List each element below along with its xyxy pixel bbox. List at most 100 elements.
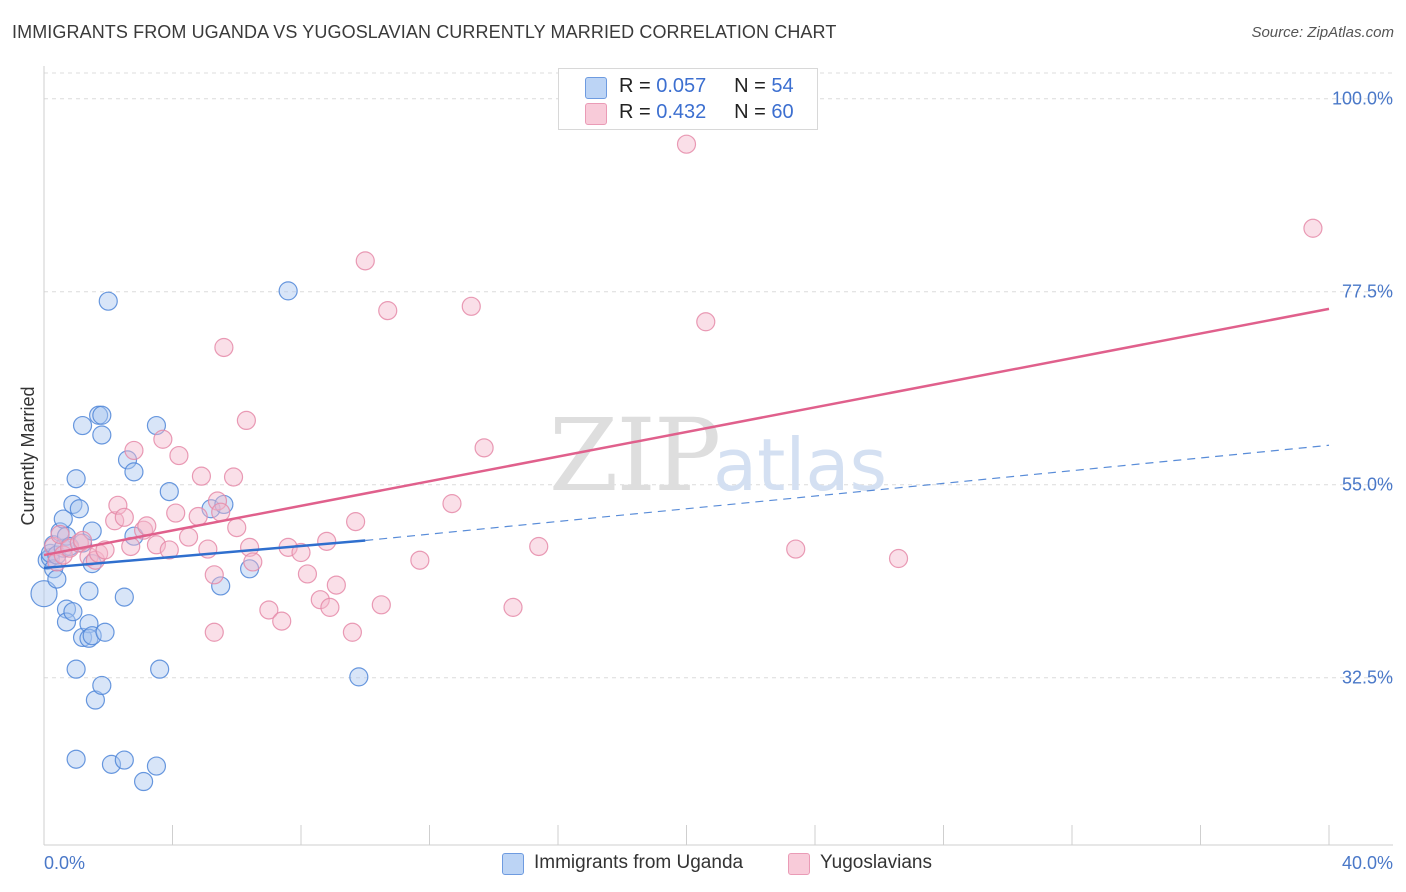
uganda-point	[72, 415, 93, 436]
legend-n-label: N =	[734, 101, 766, 123]
yugoslavian-point	[272, 611, 292, 631]
uganda-point	[349, 667, 369, 687]
uganda-point	[278, 281, 298, 301]
yugoslavian-point	[223, 467, 244, 487]
yugoslavian-point	[188, 506, 208, 527]
yugoslavian-point	[786, 539, 806, 559]
legend-stats-yugoslavians: R = 0.432 N = 60	[619, 101, 794, 124]
yugoslavian-point	[108, 495, 128, 515]
yugoslavian-point	[207, 491, 228, 511]
yugoslavian-point	[461, 296, 481, 316]
yugoslavian-point	[114, 507, 134, 527]
yugoslavian-point	[888, 548, 909, 569]
yugoslavian-point	[137, 516, 157, 536]
uganda-trend-extension	[365, 444, 1330, 542]
ticks-layer: 32.5% 55.0% 77.5% 100.0%	[1332, 89, 1393, 688]
uganda-point	[92, 405, 112, 425]
legend-n-value: 60	[771, 101, 794, 123]
uganda-point	[211, 576, 231, 596]
uganda-point	[117, 450, 138, 470]
yugoslavian-point	[243, 552, 263, 572]
uganda-point	[146, 756, 167, 776]
yugoslavian-point	[355, 251, 375, 271]
legend-r-label: R =	[619, 75, 651, 97]
uganda-point	[66, 469, 86, 489]
uganda-point	[95, 622, 115, 642]
watermark: ZIP atlas	[549, 397, 887, 514]
uganda-point	[66, 749, 86, 769]
y-tick-label: 55.0%	[1342, 475, 1393, 495]
watermark-zip: ZIP	[549, 397, 719, 514]
yugoslavian-point	[503, 597, 523, 617]
y-tick-label: 100.0%	[1332, 89, 1393, 109]
yugoslavian-point	[259, 600, 279, 620]
uganda-point	[133, 771, 154, 792]
yugoslavian-point	[320, 597, 340, 617]
axes-layer	[43, 66, 1393, 846]
bottom-legend-label-uganda: Immigrants from Uganda	[534, 852, 744, 873]
chart-title: IMMIGRANTS FROM UGANDA VS YUGOSLAVIAN CU…	[12, 22, 837, 42]
yugoslavian-point	[236, 410, 256, 430]
yugoslavian-point	[178, 527, 199, 547]
uganda-point	[114, 587, 134, 607]
uganda-point	[98, 291, 118, 311]
grid-layer	[44, 72, 1393, 679]
uganda-point	[101, 754, 122, 774]
yugoslavian-point	[676, 134, 697, 154]
bottom-legend-label-yugoslavians: Yugoslavians	[820, 852, 932, 873]
y-tick-label: 77.5%	[1342, 282, 1393, 302]
yugoslavian-point	[346, 512, 366, 532]
yugoslavian-point	[310, 590, 330, 610]
yugoslavian-point	[317, 531, 337, 551]
x-tick-label-min: 0.0%	[44, 853, 85, 873]
yugoslavian-point	[153, 429, 173, 449]
legend-swatch-uganda	[585, 77, 607, 99]
legend-stats-uganda: R = 0.057 N = 54	[619, 75, 794, 98]
yugoslavian-point	[72, 530, 93, 551]
yugoslavian-point	[204, 622, 224, 642]
uganda-point	[79, 581, 99, 601]
yugoslavian-point	[529, 536, 549, 557]
yugoslavian-point	[166, 503, 186, 523]
legend-r-value: 0.057	[656, 75, 707, 97]
bottom-legend-swatch-yugoslavians	[788, 853, 810, 875]
bottom-legend-swatch-uganda	[502, 853, 524, 875]
uganda-point	[159, 481, 179, 502]
legend-swatch-yugoslavians	[585, 103, 607, 125]
yugoslavian-point	[146, 535, 167, 555]
uganda-point	[47, 569, 67, 589]
yugoslavian-point	[371, 595, 391, 615]
yugoslavian-point	[696, 312, 716, 332]
uganda-point	[150, 659, 170, 679]
yugoslavian-point	[124, 440, 144, 461]
yugoslavian-point	[378, 301, 398, 321]
trend-layer	[43, 307, 1330, 570]
legend-n-label: N =	[734, 75, 766, 97]
uganda-trend-line	[43, 539, 366, 570]
legend-n-value: 54	[771, 75, 794, 97]
uganda-point	[63, 602, 83, 622]
legend-r-label: R =	[619, 101, 651, 123]
uganda-point	[124, 462, 144, 482]
correlation-legend: R = 0.057 N = 54 R = 0.432 N = 60	[558, 68, 818, 130]
y-tick-label: 32.5%	[1342, 668, 1393, 688]
yugoslavian-point	[326, 575, 346, 595]
yugoslavian-point	[211, 502, 231, 522]
yugoslavian-point	[1303, 218, 1323, 238]
uganda-point	[56, 612, 77, 632]
uganda-point	[30, 580, 58, 608]
yugoslavian-point	[410, 550, 430, 570]
uganda-point	[66, 659, 86, 679]
yugoslavian-point	[227, 518, 247, 538]
yugoslavian-point	[214, 337, 234, 358]
x-tick-label-max: 40.0%	[1342, 853, 1393, 873]
yugoslavian-point	[291, 542, 311, 563]
y-axis-label: Currently Married	[18, 386, 38, 525]
yugoslavian-point	[191, 466, 212, 486]
yugoslavian-point	[442, 494, 462, 514]
uganda-point	[69, 499, 89, 519]
legend-r-value: 0.432	[656, 101, 707, 123]
yugoslavian-point	[50, 524, 70, 545]
uganda-point	[79, 614, 99, 634]
